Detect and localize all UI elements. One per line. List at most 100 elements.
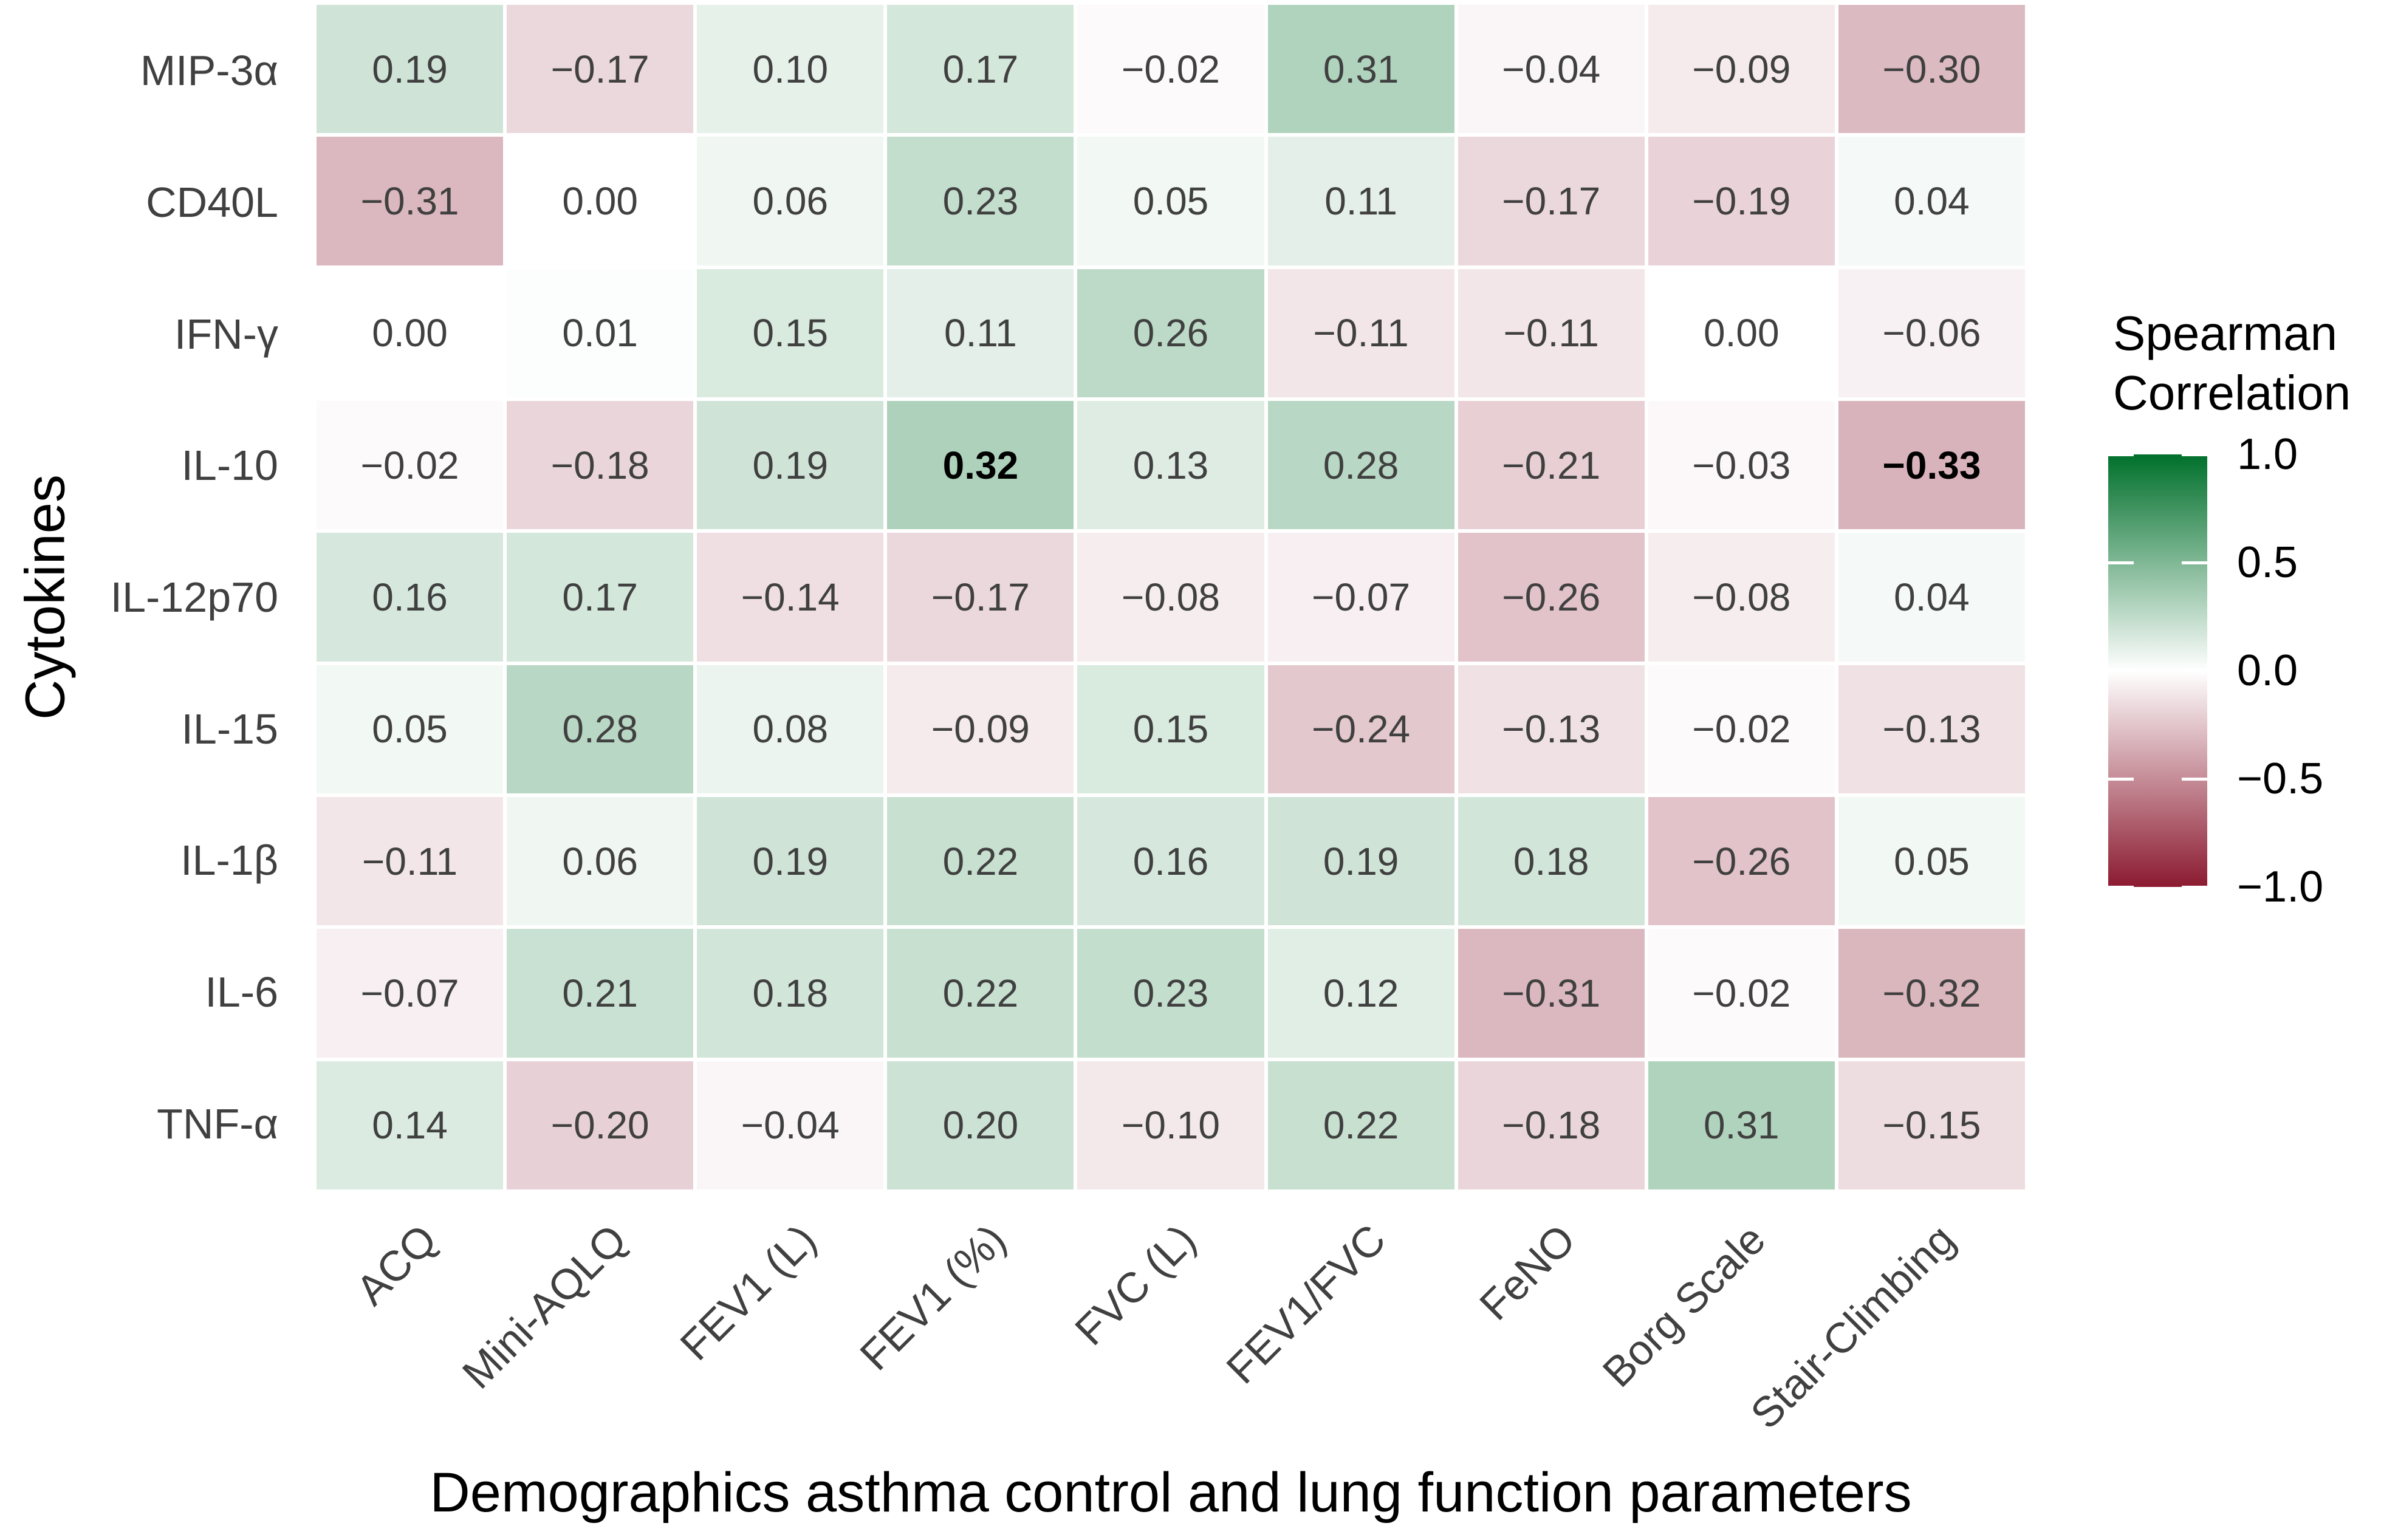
- cell-value: −0.02: [1122, 47, 1220, 91]
- cell-value: −0.19: [1692, 179, 1791, 223]
- legend-tick-mark: [2182, 777, 2207, 781]
- heatmap-cell: −0.02: [317, 400, 504, 530]
- cell-value: 0.11: [1324, 179, 1397, 223]
- heatmap-cell: −0.07: [1267, 533, 1454, 662]
- cell-value: −0.21: [1502, 443, 1601, 487]
- cell-value: 0.04: [1894, 575, 1970, 619]
- heatmap-cell: −0.08: [1077, 533, 1264, 662]
- heatmap-cell: −0.10: [1077, 1061, 1264, 1189]
- cell-value: 0.31: [1323, 47, 1399, 91]
- heatmap-cell: 0.15: [697, 269, 884, 397]
- x-tick-label: FEV1/FVC: [1217, 1215, 1395, 1393]
- cell-value: 0.11: [944, 311, 1017, 355]
- x-tick-label: FEV1 (%): [851, 1215, 1015, 1380]
- heatmap-cell: 0.15: [1077, 665, 1264, 793]
- x-tick-label: FeNO: [1470, 1215, 1584, 1329]
- cell-value: 0.00: [1704, 311, 1780, 355]
- heatmap-cell: −0.11: [1267, 269, 1454, 397]
- heatmap-cell: −0.14: [697, 533, 884, 662]
- heatmap-cell: −0.03: [1648, 400, 1835, 530]
- cell-value: −0.30: [1882, 47, 1981, 91]
- heatmap-cell: −0.32: [1838, 929, 2025, 1058]
- legend-title: Spearman Correlation: [2113, 304, 2351, 422]
- legend-tick-mark: [2108, 669, 2134, 672]
- heatmap-cell: −0.24: [1267, 665, 1454, 793]
- cell-value: 0.15: [1132, 707, 1209, 751]
- heatmap-cell: −0.19: [1648, 137, 1835, 265]
- heatmap-cell: −0.21: [1458, 400, 1645, 530]
- cell-value: 0.06: [752, 179, 829, 223]
- cell-value: 0.22: [1323, 1103, 1399, 1148]
- heatmap-cell: 0.31: [1267, 5, 1454, 134]
- heatmap-cell: −0.07: [317, 929, 504, 1058]
- heatmap-cell: 0.05: [317, 665, 504, 793]
- cell-value: 0.15: [752, 311, 829, 355]
- heatmap-cell: −0.11: [317, 796, 504, 926]
- cell-value: −0.02: [1692, 971, 1791, 1015]
- heatmap-cell: −0.02: [1648, 665, 1835, 793]
- x-tick-label: Borg Scale: [1593, 1215, 1775, 1396]
- heatmap-cell: −0.31: [1458, 929, 1645, 1058]
- cell-value: −0.31: [360, 179, 459, 223]
- heatmap-cell: 0.04: [1838, 533, 2025, 662]
- cell-value: 0.18: [1513, 839, 1589, 883]
- legend-title-line-1: Spearman: [2113, 306, 2338, 360]
- x-axis-title: Demographics asthma control and lung fun…: [430, 1462, 1912, 1524]
- heatmap-cell: −0.30: [1838, 5, 2025, 134]
- heatmap-cell: 0.00: [317, 269, 504, 397]
- heatmap-cell: −0.08: [1648, 533, 1835, 662]
- cell-value: 0.19: [752, 443, 829, 487]
- cell-value: 0.20: [942, 1103, 1019, 1148]
- cell-value: −0.26: [1692, 839, 1791, 883]
- cell-value: −0.11: [1503, 311, 1599, 355]
- heatmap-cell: 0.19: [697, 796, 884, 926]
- cell-value: 0.13: [1132, 443, 1209, 487]
- legend-tick-mark: [2108, 561, 2134, 564]
- heatmap-cell: 0.26: [1077, 269, 1264, 397]
- cell-value: 0.16: [1132, 839, 1209, 883]
- cell-value: −0.18: [1502, 1103, 1601, 1148]
- heatmap-cell: −0.18: [1458, 1061, 1645, 1189]
- y-axis-tick-labels: MIP-3α CD40L IFN-γ IL-10 IL-12p70 IL-15 IL-1β I…: [0, 5, 296, 1189]
- heatmap-cell: 0.28: [507, 665, 694, 793]
- heatmap-cell: −0.06: [1838, 269, 2025, 397]
- cell-value: 0.26: [1132, 311, 1209, 355]
- heatmap-cell: −0.17: [887, 533, 1074, 662]
- legend-tick-label: −1.0: [2237, 863, 2324, 911]
- cell-value: 0.23: [942, 179, 1019, 223]
- x-tick-label: FEV1 (L): [671, 1215, 825, 1369]
- heatmap-cell: 0.05: [1838, 796, 2025, 926]
- cell-value: −0.17: [931, 575, 1030, 619]
- heatmap-cell: −0.31: [317, 137, 504, 265]
- y-tick-label: MIP-3α: [140, 47, 278, 95]
- cell-value: −0.08: [1692, 575, 1791, 619]
- heatmap-cell: 0.00: [1648, 269, 1835, 397]
- cell-value: −0.11: [1313, 311, 1409, 355]
- heatmap-cell: 0.10: [697, 5, 884, 134]
- heatmap-cell: 0.16: [1077, 796, 1264, 926]
- legend-tick-mark: [2108, 885, 2134, 889]
- cell-value: −0.32: [1882, 971, 1981, 1015]
- heatmap-grid: 0.19 −0.17 0.10 0.17 −0.02 0.31 −0.04 −0.09 −0.3…: [317, 5, 2025, 1189]
- cell-value: 0.19: [372, 47, 448, 91]
- cell-value: −0.02: [360, 443, 459, 487]
- heatmap-cell: 0.04: [1838, 137, 2025, 265]
- heatmap-cell: −0.13: [1838, 665, 2025, 793]
- cell-value: 0.28: [1323, 443, 1399, 487]
- heatmap-cell: 0.11: [1267, 137, 1454, 265]
- heatmap-cell: −0.26: [1648, 796, 1835, 926]
- heatmap-cell: −0.33: [1838, 400, 2025, 530]
- y-tick-label: IL-1β: [180, 837, 278, 885]
- heatmap-cell: 0.17: [887, 5, 1074, 134]
- heatmap-cell: −0.04: [697, 1061, 884, 1189]
- y-tick-label: IL-12p70: [110, 573, 278, 621]
- cell-value: 0.05: [372, 707, 448, 751]
- heatmap-cell: 0.22: [887, 796, 1074, 926]
- heatmap-cell: 0.00: [507, 137, 694, 265]
- cell-value: 0.31: [1704, 1103, 1780, 1148]
- x-tick-label: Stair-Climbing: [1741, 1215, 1964, 1438]
- legend-tick-label: 0.5: [2237, 538, 2298, 587]
- cell-value: 0.10: [752, 47, 829, 91]
- cell-value: −0.11: [361, 839, 458, 883]
